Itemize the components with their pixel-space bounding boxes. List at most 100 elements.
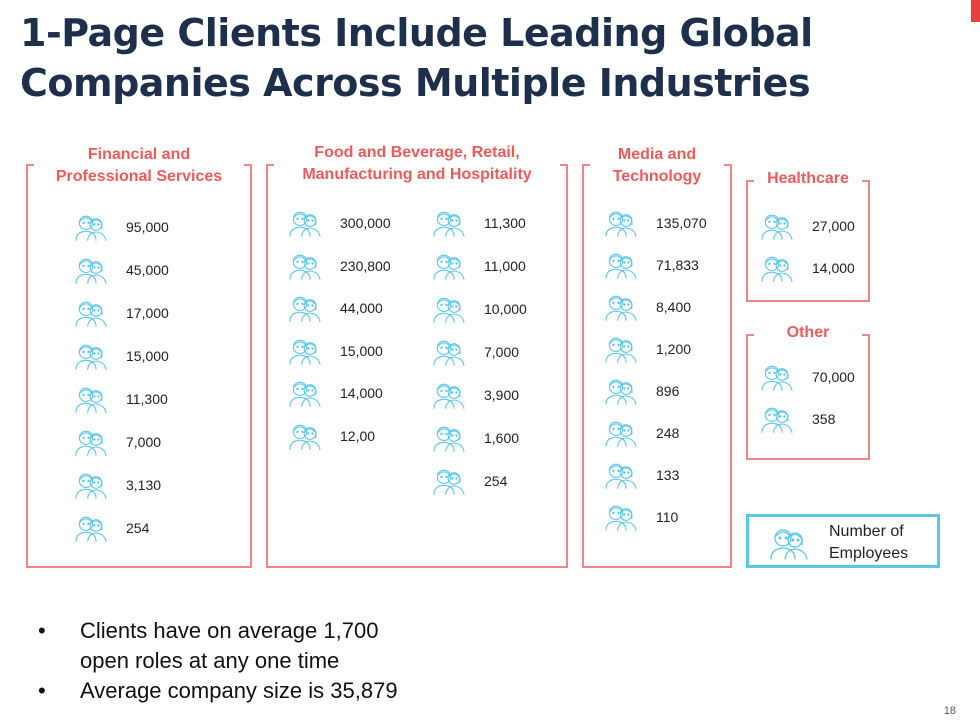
- people-icon: [605, 211, 637, 237]
- people-icon: [289, 381, 321, 407]
- employee-count: 896: [656, 383, 680, 399]
- people-icon: [289, 296, 321, 322]
- people-icon: [605, 463, 637, 489]
- employee-count-entry: 12,00: [288, 421, 375, 451]
- people-icon: [75, 473, 107, 499]
- employee-count: 7,000: [484, 344, 520, 360]
- employee-count: 3,900: [484, 387, 520, 403]
- employee-count-entry: 1,600: [432, 423, 519, 453]
- employee-count-entry: 135,070: [604, 208, 707, 238]
- employee-count-entry: 11,300: [432, 208, 526, 238]
- employee-count-entry: 248: [604, 418, 679, 448]
- people-icon: [605, 295, 637, 321]
- employee-count-entry: 15,000: [288, 336, 383, 366]
- employee-count: 10,000: [484, 301, 527, 317]
- page-number: 18: [943, 705, 956, 717]
- bullet-item: • Clients have on average 1,700 open rol…: [38, 618, 379, 673]
- panel-heading: Financial and Professional Services: [38, 144, 240, 188]
- people-icon: [75, 215, 107, 241]
- people-icon: [761, 256, 793, 282]
- corner-accent: [971, 0, 980, 22]
- employee-count-entry: 8,400: [604, 292, 691, 322]
- people-icon: [75, 430, 107, 456]
- people-icon: [761, 407, 793, 433]
- employee-count-entry: 110: [604, 502, 678, 532]
- page-title: 1-Page Clients Include Leading Global Co…: [20, 8, 950, 108]
- employee-count: 1,200: [656, 341, 692, 357]
- employee-count: 45,000: [126, 262, 169, 278]
- people-icon: [289, 211, 321, 237]
- legend-label: Number of Employees: [829, 523, 909, 562]
- people-icon: [75, 301, 107, 327]
- employee-count: 133: [656, 467, 680, 483]
- employee-count-entry: 254: [74, 513, 149, 543]
- bullet-marker: •: [38, 678, 46, 703]
- employee-count: 11,300: [484, 215, 526, 231]
- employee-count: 135,070: [656, 215, 707, 231]
- employee-count-entry: 11,300: [74, 384, 168, 414]
- employee-count: 254: [484, 473, 508, 489]
- employee-count-entry: 11,000: [432, 251, 526, 281]
- legend: Number of Employees: [746, 514, 940, 568]
- people-icon: [289, 254, 321, 280]
- employee-count-entry: 44,000: [288, 293, 383, 323]
- employee-count: 254: [126, 520, 150, 536]
- employee-count: 11,300: [126, 391, 168, 407]
- people-icon: [433, 254, 465, 280]
- employee-count-entry: 14,000: [288, 378, 383, 408]
- people-icon: [605, 379, 637, 405]
- employee-count-entry: 70,000: [760, 362, 855, 392]
- title-line-1: 1-Page Clients Include Leading Global: [20, 11, 813, 55]
- employee-count-entry: 14,000: [760, 253, 855, 283]
- people-icon: [433, 469, 465, 495]
- people-icon: [433, 211, 465, 237]
- employee-count: 27,000: [812, 218, 855, 234]
- people-icon: [605, 337, 637, 363]
- people-icon: [75, 258, 107, 284]
- people-icon: [75, 344, 107, 370]
- employee-count: 14,000: [812, 260, 855, 276]
- bullet-item: • Average company size is 35,879: [38, 676, 398, 706]
- people-icon: [605, 421, 637, 447]
- people-icon: [605, 505, 637, 531]
- employee-count-entry: 254: [432, 466, 507, 496]
- employee-count-entry: 896: [604, 376, 679, 406]
- panel-heading: Media and Technology: [594, 144, 720, 188]
- employee-count-entry: 45,000: [74, 255, 169, 285]
- employee-count: 12,00: [340, 427, 376, 444]
- people-icon: [770, 529, 808, 560]
- employee-count: 1,600: [484, 430, 520, 446]
- panel-healthcare: Healthcare: [746, 168, 870, 302]
- employee-count: 95,000: [126, 219, 169, 235]
- employee-count: 230,800: [340, 257, 391, 274]
- title-line-2: Companies Across Multiple Industries: [20, 61, 811, 105]
- panel-media-technology: Media and Technology: [582, 144, 732, 568]
- employee-count-entry: 7,000: [74, 427, 161, 457]
- employee-count: 110: [656, 509, 679, 525]
- employee-count-entry: 15,000: [74, 341, 169, 371]
- employee-count: 8,400: [656, 299, 692, 315]
- employee-count-entry: 3,900: [432, 380, 519, 410]
- people-icon: [605, 253, 637, 279]
- people-icon: [433, 426, 465, 452]
- employee-count-entry: 71,833: [604, 250, 699, 280]
- employee-count-entry: 27,000: [760, 211, 855, 241]
- employee-count-entry: 358: [760, 404, 835, 434]
- people-icon: [75, 516, 107, 542]
- employee-count-entry: 17,000: [74, 298, 169, 328]
- employee-count-entry: 95,000: [74, 212, 169, 242]
- employee-count: 300,000: [340, 215, 391, 231]
- employee-count-entry: 7,000: [432, 337, 519, 367]
- people-icon: [289, 424, 321, 450]
- people-icon: [761, 365, 793, 391]
- employee-count: 15,000: [340, 342, 383, 359]
- panel-food-beverage: Food and Beverage, Retail, Manufacturing…: [266, 142, 568, 568]
- panel-financial: Financial and Professional Services: [26, 144, 252, 568]
- bullet-marker: •: [38, 618, 46, 643]
- employee-count: 3,130: [126, 477, 162, 493]
- people-icon: [761, 214, 793, 240]
- employee-count: 17,000: [126, 305, 169, 321]
- employee-count-entry: 300,000: [288, 208, 391, 238]
- employee-count-entry: 3,130: [74, 470, 161, 500]
- employee-count-entry: 1,200: [604, 334, 691, 364]
